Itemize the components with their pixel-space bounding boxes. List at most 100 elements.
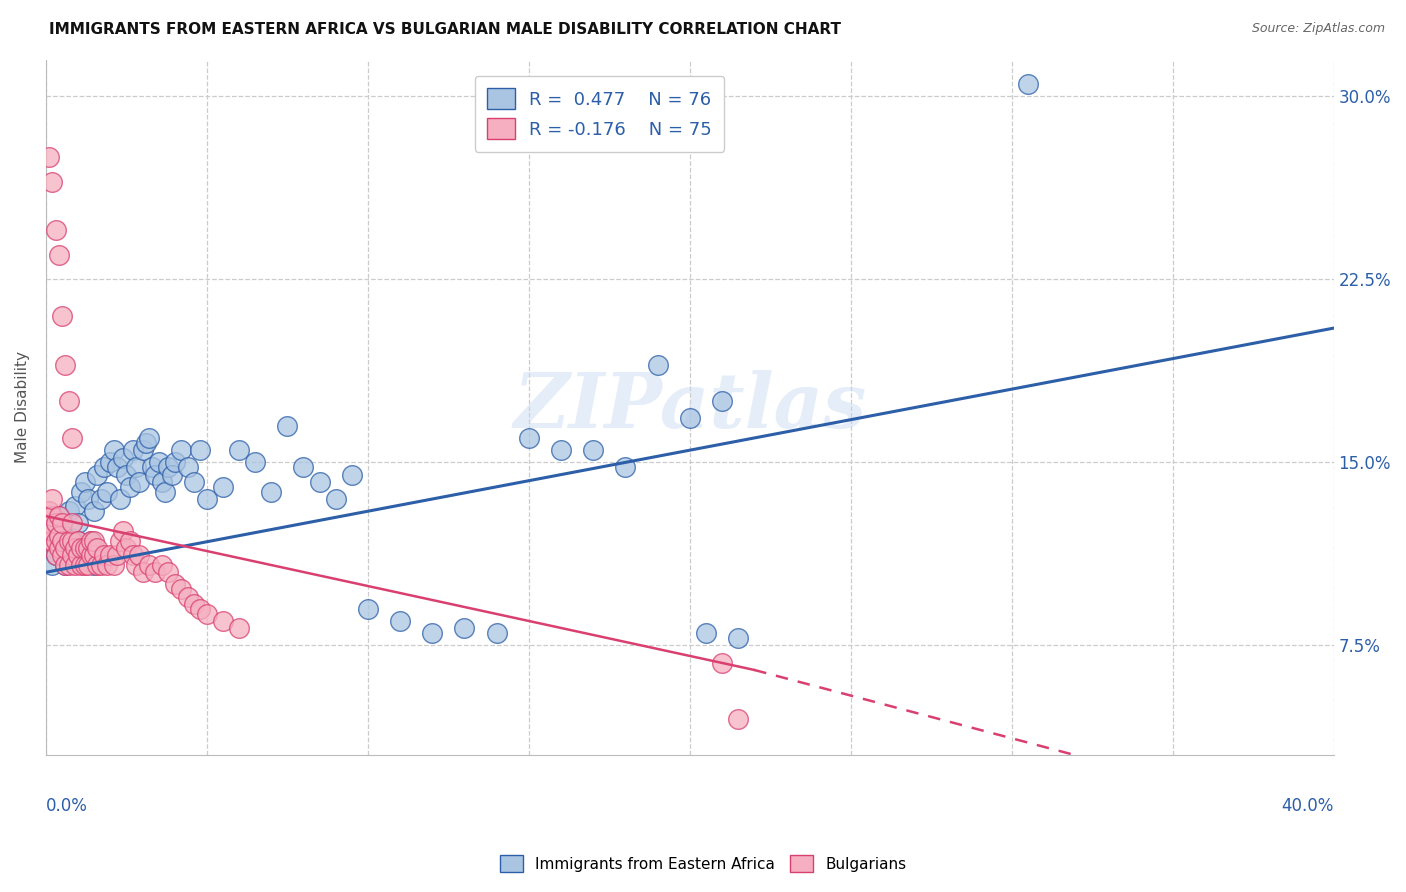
Point <box>176 460 198 475</box>
Point <box>195 607 218 621</box>
Point <box>53 558 76 572</box>
Point <box>48 541 70 555</box>
Point <box>86 541 108 555</box>
Point <box>60 548 83 562</box>
Point <box>108 491 131 506</box>
Point <box>517 431 540 445</box>
Point <box>38 150 60 164</box>
Point <box>357 602 380 616</box>
Legend: Immigrants from Eastern Africa, Bulgarians: Immigrants from Eastern Africa, Bulgaria… <box>492 847 914 880</box>
Text: 0.0%: 0.0% <box>46 797 87 815</box>
Point <box>103 443 125 458</box>
Point <box>45 516 67 531</box>
Legend: R =  0.477    N = 76, R = -0.176    N = 75: R = 0.477 N = 76, R = -0.176 N = 75 <box>475 76 724 152</box>
Point <box>48 528 70 542</box>
Point <box>647 358 669 372</box>
Point <box>80 533 103 548</box>
Point <box>170 443 193 458</box>
Point <box>710 394 733 409</box>
Point <box>115 541 138 555</box>
Point <box>48 533 70 548</box>
Point <box>45 533 67 548</box>
Point <box>245 455 267 469</box>
Point <box>228 621 250 635</box>
Point <box>83 548 105 562</box>
Point <box>98 455 121 469</box>
Point <box>70 558 93 572</box>
Point <box>48 509 70 524</box>
Point <box>48 509 70 524</box>
Point <box>58 394 80 409</box>
Point <box>135 435 157 450</box>
Point <box>1017 77 1039 91</box>
Point <box>582 443 605 458</box>
Point <box>41 524 63 538</box>
Point <box>60 533 83 548</box>
Point <box>170 582 193 597</box>
Point <box>76 491 98 506</box>
Point <box>96 558 118 572</box>
Point <box>141 460 163 475</box>
Point <box>90 491 112 506</box>
Point <box>212 614 235 628</box>
Point <box>176 590 198 604</box>
Point <box>128 548 150 562</box>
Point <box>51 548 73 562</box>
Point <box>122 548 145 562</box>
Point <box>112 524 135 538</box>
Point <box>125 460 148 475</box>
Point <box>276 418 298 433</box>
Point <box>148 455 170 469</box>
Point <box>70 484 93 499</box>
Point <box>453 621 475 635</box>
Point <box>131 566 153 580</box>
Point <box>45 223 67 237</box>
Point <box>45 548 67 562</box>
Point <box>58 533 80 548</box>
Point <box>115 467 138 482</box>
Point <box>53 358 76 372</box>
Point <box>80 548 103 562</box>
Point <box>118 480 141 494</box>
Point <box>86 558 108 572</box>
Point <box>48 248 70 262</box>
Point <box>112 450 135 465</box>
Point <box>308 475 330 489</box>
Point <box>76 541 98 555</box>
Point <box>183 597 205 611</box>
Point <box>118 533 141 548</box>
Point <box>60 548 83 562</box>
Point <box>212 480 235 494</box>
Point <box>325 491 347 506</box>
Point <box>60 431 83 445</box>
Point <box>45 516 67 531</box>
Text: Source: ZipAtlas.com: Source: ZipAtlas.com <box>1251 22 1385 36</box>
Y-axis label: Male Disability: Male Disability <box>15 351 30 464</box>
Point <box>73 541 96 555</box>
Point <box>80 533 103 548</box>
Point <box>93 460 115 475</box>
Point <box>41 491 63 506</box>
Point <box>51 516 73 531</box>
Point <box>183 475 205 489</box>
Point <box>63 541 86 555</box>
Point <box>58 504 80 518</box>
Point <box>73 558 96 572</box>
Point <box>90 558 112 572</box>
Point <box>67 533 90 548</box>
Point <box>63 558 86 572</box>
Point <box>86 467 108 482</box>
Point <box>108 533 131 548</box>
Point <box>340 467 363 482</box>
Point <box>195 491 218 506</box>
Point <box>138 431 160 445</box>
Point <box>614 460 637 475</box>
Point <box>150 558 173 572</box>
Point <box>160 467 183 482</box>
Point <box>420 626 443 640</box>
Point <box>190 602 212 616</box>
Point <box>695 626 717 640</box>
Point <box>51 541 73 555</box>
Point <box>58 558 80 572</box>
Point <box>51 533 73 548</box>
